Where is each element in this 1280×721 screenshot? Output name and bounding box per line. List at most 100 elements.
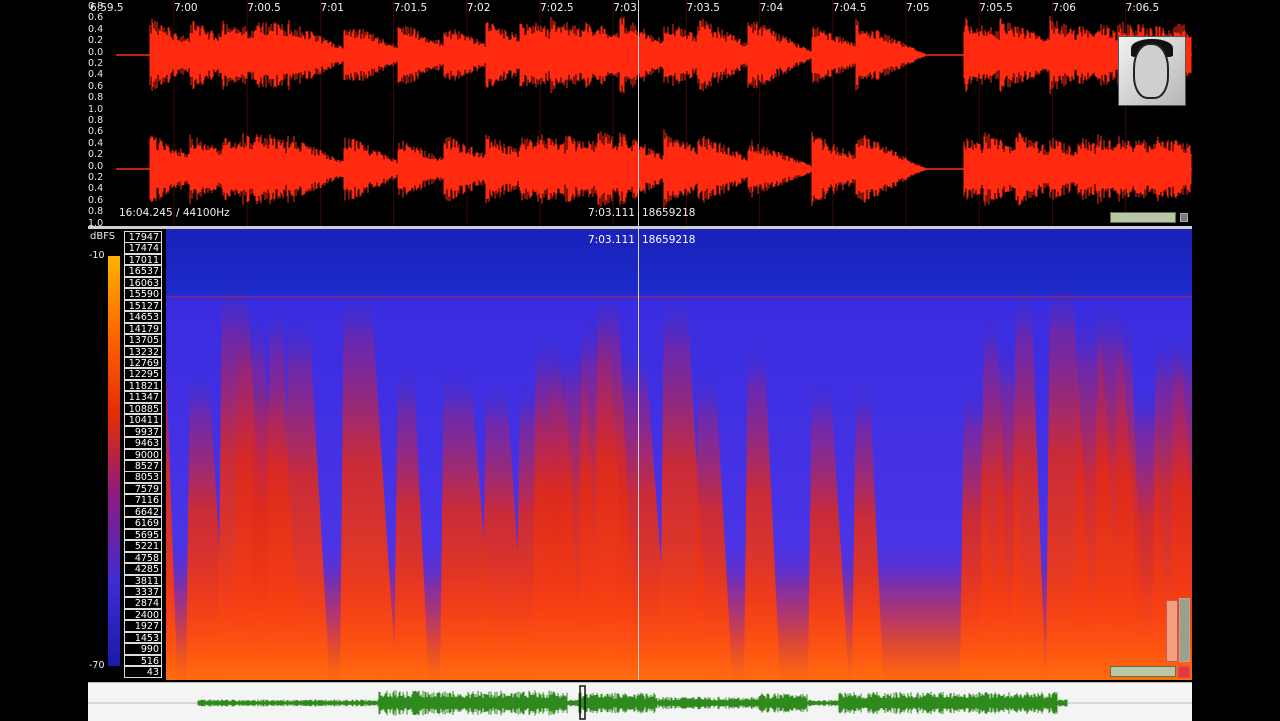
frequency-tick-label: 990 [124, 643, 162, 655]
amplitude-tick-label: 0.6 [88, 12, 104, 24]
panel-divider[interactable] [88, 226, 1192, 229]
waveform-amplitude-scale: 0.8 0.6 0.4 0.2 0.0 0.2 0.4 0.6 0.8 1.0 0.8 0.6 0.4 0… [88, 0, 116, 229]
amplitude-tick-label: 0.4 [88, 183, 104, 195]
frequency-tick-label: 15127 [124, 299, 162, 311]
time-tick-label: 7:03.5 [686, 2, 720, 14]
overview-strip[interactable] [88, 682, 1192, 721]
waveform-canvas[interactable] [88, 0, 1192, 226]
frequency-tick-label: 9000 [124, 448, 162, 460]
frequency-tick-label: 17474 [124, 242, 162, 254]
overview-playhead[interactable] [579, 685, 586, 720]
waveform-channel [115, 129, 1192, 209]
frequency-tick-label: 2400 [124, 608, 162, 621]
frequency-tick-label: 9463 [124, 437, 162, 449]
frequency-scale: 17947 17474 17011 16537 16063 15590 15127 14653… [124, 231, 164, 680]
frequency-tick-label: 6169 [124, 517, 162, 529]
amplitude-tick-label: 0.2 [88, 58, 104, 69]
frequency-tick-label: 4285 [124, 563, 162, 575]
frequency-tick-label: 7579 [124, 482, 162, 495]
amplitude-tick-label: 1.0 [88, 103, 104, 115]
time-tick-label: 7:05.5 [979, 2, 1013, 14]
spectrogram-panel[interactable] [166, 229, 1192, 680]
sample-rate-status: 16:04.245 / 44100Hz [119, 207, 230, 219]
spectrogram-canvas[interactable] [166, 229, 1192, 680]
frequency-tick-label: 10411 [124, 414, 162, 426]
frequency-tick-label: 1453 [124, 631, 162, 644]
amplitude-tick-label: 0.4 [88, 137, 104, 149]
time-tick-label: 7:02 [466, 2, 491, 14]
frequency-tick-label: 12769 [124, 356, 162, 369]
dbfs-color-scale [108, 256, 120, 666]
gain-slider-track[interactable] [1179, 598, 1190, 662]
frequency-tick-label: 17947 [124, 231, 162, 243]
frequency-tick-label: 16063 [124, 276, 162, 289]
overview-waveform[interactable] [88, 683, 1192, 721]
frequency-tick-label: 2874 [124, 597, 162, 609]
db-top-label: -10 [89, 250, 105, 261]
amplitude-tick-label: 0.6 [88, 126, 104, 138]
amplitude-tick-label: 0.2 [88, 149, 104, 161]
amplitude-tick-label: 0.4 [88, 69, 104, 81]
time-tick-label: 7:03 [613, 2, 637, 14]
frequency-tick-label: 5695 [124, 528, 162, 540]
waveform-cursor-time: 7:03.111 [588, 207, 635, 219]
frequency-tick-label: 1927 [124, 620, 162, 632]
time-tick-label: 7:02.5 [540, 2, 574, 14]
amplitude-tick-label: 0.6 [88, 80, 104, 92]
frequency-tick-label: 9937 [124, 425, 162, 437]
frequency-tick-label: 11347 [124, 391, 162, 403]
gain-slider[interactable] [1166, 600, 1178, 662]
frequency-tick-label: 6642 [124, 505, 162, 518]
frequency-tick-label: 17011 [124, 253, 162, 266]
amplitude-tick-label: 1.0 [88, 217, 104, 229]
spectrogram-low-band [166, 569, 1192, 680]
frequency-tick-label: 7116 [124, 494, 162, 506]
amplitude-tick-label: 0.8 [88, 206, 104, 218]
frequency-tick-label: 10885 [124, 402, 162, 415]
amplitude-tick-label: 0.6 [88, 194, 104, 206]
waveform-zoom-slider[interactable] [1110, 212, 1176, 223]
time-tick-label: 7:05 [906, 2, 930, 14]
frequency-tick-label: 11821 [124, 379, 162, 392]
overview-trace [197, 690, 1068, 716]
avatar [1118, 36, 1186, 106]
playhead-cursor-spectrogram[interactable] [638, 229, 639, 680]
playhead-cursor-waveform[interactable] [638, 0, 639, 226]
time-tick-label: 7:01 [320, 2, 344, 14]
spectrogram-zoom-slider[interactable] [1110, 666, 1176, 677]
amplitude-tick-label: 0.0 [88, 160, 104, 172]
amplitude-tick-label: 0.4 [88, 23, 104, 35]
db-bottom-label: -70 [89, 660, 105, 671]
waveform-zoom-button[interactable] [1180, 213, 1188, 222]
spectrogram-cursor-time: 7:03.111 [588, 234, 635, 246]
frequency-tick-label: 13232 [124, 345, 162, 357]
time-tick-label: 7:06.5 [1125, 2, 1160, 14]
face-shape [1133, 43, 1169, 99]
time-tick-label: 7:04.5 [832, 2, 867, 14]
amplitude-tick-label: 0.8 [88, 115, 104, 126]
waveform-channel [115, 15, 1192, 95]
frequency-tick-label: 8527 [124, 460, 162, 472]
amplitude-tick-label: 0.2 [88, 172, 104, 183]
spectrogram-zoom-button[interactable] [1178, 666, 1190, 678]
time-tick-label: 7:00 [174, 2, 198, 14]
frequency-tick-label: 15590 [124, 288, 162, 300]
frequency-tick-label: 13705 [124, 334, 162, 346]
amplitude-tick-label: 0.0 [88, 46, 104, 58]
frequency-tick-label: 4758 [124, 551, 162, 563]
dbfs-label: dBFS [90, 231, 116, 242]
frequency-tick-label: 16537 [124, 265, 162, 277]
spectrogram-cursor-frame: 18659218 [642, 234, 696, 246]
frequency-tick-label: 516 [124, 654, 162, 666]
amplitude-tick-label: 0.8 [88, 92, 104, 104]
waveform-cursor-frame: 18659218 [642, 207, 696, 219]
waveform-trace [115, 129, 1192, 209]
frequency-tick-label: 14179 [124, 322, 162, 334]
frequency-tick-label: 14653 [124, 311, 162, 323]
frequency-tick-label: 3811 [124, 574, 162, 586]
time-tick-label: 7:00.5 [247, 2, 281, 14]
frequency-tick-label: 5221 [124, 540, 162, 552]
waveform-trace [115, 15, 1192, 95]
frequency-tick-label: 8053 [124, 471, 162, 483]
waveform-panel[interactable] [88, 0, 1192, 226]
